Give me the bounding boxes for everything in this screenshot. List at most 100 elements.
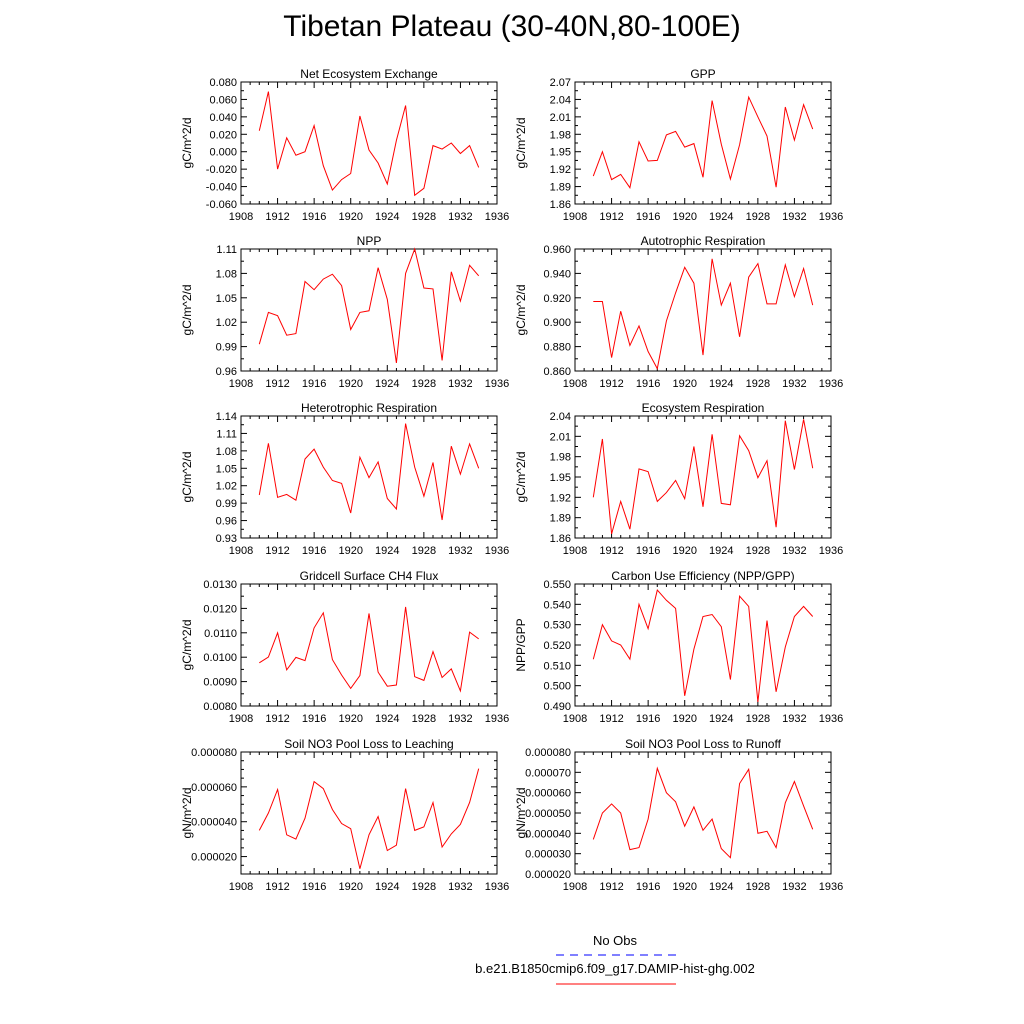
y-tick-label: 0.0110	[204, 628, 237, 640]
y-tick-label: 0.93	[216, 533, 237, 545]
y-tick-label: 0.550	[543, 579, 571, 591]
x-tick-label: 1908	[563, 211, 587, 223]
y-tick-label: 1.98	[550, 129, 571, 141]
y-tick-label: 1.86	[550, 199, 571, 211]
x-tick-label: 1908	[563, 545, 587, 557]
series-line	[592, 95, 814, 189]
y-tick-label: 0.000080	[191, 747, 237, 759]
x-tick-label: 1920	[338, 211, 362, 223]
series-line	[258, 768, 480, 869]
x-tick-label: 1924	[375, 211, 399, 223]
y-tick-label: 0.000080	[525, 747, 571, 759]
y-tick-label: 2.01	[550, 431, 571, 443]
y-tick-label: 0.900	[543, 317, 571, 329]
x-tick-label: 1924	[375, 713, 399, 725]
y-tick-label: 0.000040	[525, 828, 571, 840]
y-tick-label: 0.0100	[203, 652, 237, 664]
panel-title: Soil NO3 Pool Loss to Runoff	[625, 737, 782, 751]
plot-frame	[574, 81, 832, 205]
plot-frame	[574, 415, 832, 539]
y-tick-label: 2.04	[550, 411, 571, 423]
x-tick-label: 1916	[302, 713, 326, 725]
x-tick-label: 1932	[782, 713, 806, 725]
x-tick-label: 1920	[672, 881, 696, 893]
y-tick-label: 0.000020	[525, 869, 571, 881]
panel-title: Autotrophic Respiration	[641, 234, 766, 248]
y-tick-label: 1.92	[550, 492, 571, 504]
panel-carbon-use-efficiency-npp-gpp: Carbon Use Efficiency (NPP/GPP) NPP/GPP 19…	[514, 569, 843, 725]
y-tick-label: 0.000060	[191, 782, 237, 794]
y-tick-label: 1.05	[216, 463, 237, 475]
y-tick-label: 0.000050	[525, 808, 571, 820]
y-tick-label: 0.000030	[525, 849, 571, 861]
plot-frame	[574, 583, 832, 707]
y-tick-label: 1.86	[550, 533, 571, 545]
x-tick-label: 1916	[636, 378, 660, 390]
x-tick-label: 1912	[265, 713, 289, 725]
x-tick-label: 1936	[819, 713, 843, 725]
x-tick-label: 1932	[448, 211, 472, 223]
y-tick-label: 0.0090	[203, 677, 237, 689]
y-axis-label: gC/m^2/d	[180, 452, 194, 503]
y-tick-label: 0.99	[216, 342, 237, 354]
x-tick-label: 1924	[709, 211, 733, 223]
x-tick-label: 1924	[709, 378, 733, 390]
y-tick-label: 0.860	[543, 366, 571, 378]
y-tick-label: 0.000060	[525, 788, 571, 800]
x-tick-label: 1936	[485, 211, 509, 223]
y-tick-label: 2.01	[550, 112, 571, 124]
x-tick-label: 1912	[599, 378, 623, 390]
x-tick-label: 1920	[338, 545, 362, 557]
x-tick-label: 1924	[375, 545, 399, 557]
x-tick-label: 1924	[709, 545, 733, 557]
y-tick-label: 1.92	[550, 164, 571, 176]
y-tick-label: 0.020	[209, 129, 237, 141]
y-tick-label: 0.500	[543, 681, 571, 693]
series-line	[259, 606, 479, 693]
x-tick-label: 1916	[636, 881, 660, 893]
x-tick-label: 1932	[448, 378, 472, 390]
y-tick-label: -0.060	[206, 199, 237, 211]
panel-net-ecosystem-exchange: Net Ecosystem Exchange gC/m^2/d 1908 1912 19…	[180, 67, 509, 223]
x-tick-label: 1908	[563, 881, 587, 893]
x-tick-label: 1912	[599, 881, 623, 893]
y-tick-label: 1.89	[550, 182, 571, 194]
y-tick-label: 0.96	[216, 366, 237, 378]
x-tick-label: 1908	[229, 713, 253, 725]
x-tick-label: 1916	[302, 211, 326, 223]
y-tick-label: 0.940	[543, 268, 571, 280]
x-tick-label: 1924	[709, 713, 733, 725]
x-tick-label: 1932	[448, 713, 472, 725]
plot-frame	[240, 81, 498, 205]
series-line	[592, 589, 814, 702]
panel-gpp: GPP gC/m^2/d 1908 1912 1916 1920 1924 1928 1932 1…	[514, 67, 843, 223]
y-tick-label: 1.95	[550, 472, 571, 484]
x-tick-label: 1936	[485, 378, 509, 390]
series-line	[592, 419, 814, 535]
y-axis-label: gC/m^2/d	[180, 118, 194, 169]
panel-npp: NPP gC/m^2/d 1908 1912 1916 1920 1924 1928 1932 1…	[180, 234, 509, 390]
figure-title: Tibetan Plateau (30-40N,80-100E)	[283, 10, 741, 43]
x-tick-label: 1916	[302, 545, 326, 557]
panel-title: NPP	[357, 234, 382, 248]
x-tick-label: 1912	[265, 545, 289, 557]
y-tick-label: 0.540	[543, 599, 571, 611]
panel-title: Net Ecosystem Exchange	[300, 67, 438, 81]
x-tick-label: 1928	[746, 545, 770, 557]
y-tick-label: 0.510	[543, 660, 571, 672]
x-tick-label: 1936	[819, 545, 843, 557]
y-tick-label: 0.880	[543, 342, 571, 354]
x-tick-label: 1920	[672, 211, 696, 223]
x-tick-label: 1928	[746, 713, 770, 725]
y-tick-label: 0.0120	[203, 603, 237, 615]
panel-soil-no3-pool-loss-to-leaching: Soil NO3 Pool Loss to Leaching gN/m^2/d 19…	[180, 737, 509, 893]
y-tick-label: 0.000040	[191, 817, 237, 829]
x-tick-label: 1936	[819, 881, 843, 893]
x-tick-label: 1928	[746, 881, 770, 893]
series-line	[258, 91, 480, 197]
y-tick-label: -0.020	[206, 164, 237, 176]
y-tick-label: 0.060	[209, 94, 237, 106]
x-tick-label: 1920	[672, 378, 696, 390]
y-axis-label: gN/m^2/d	[514, 788, 528, 839]
y-axis-label: gC/m^2/d	[514, 118, 528, 169]
